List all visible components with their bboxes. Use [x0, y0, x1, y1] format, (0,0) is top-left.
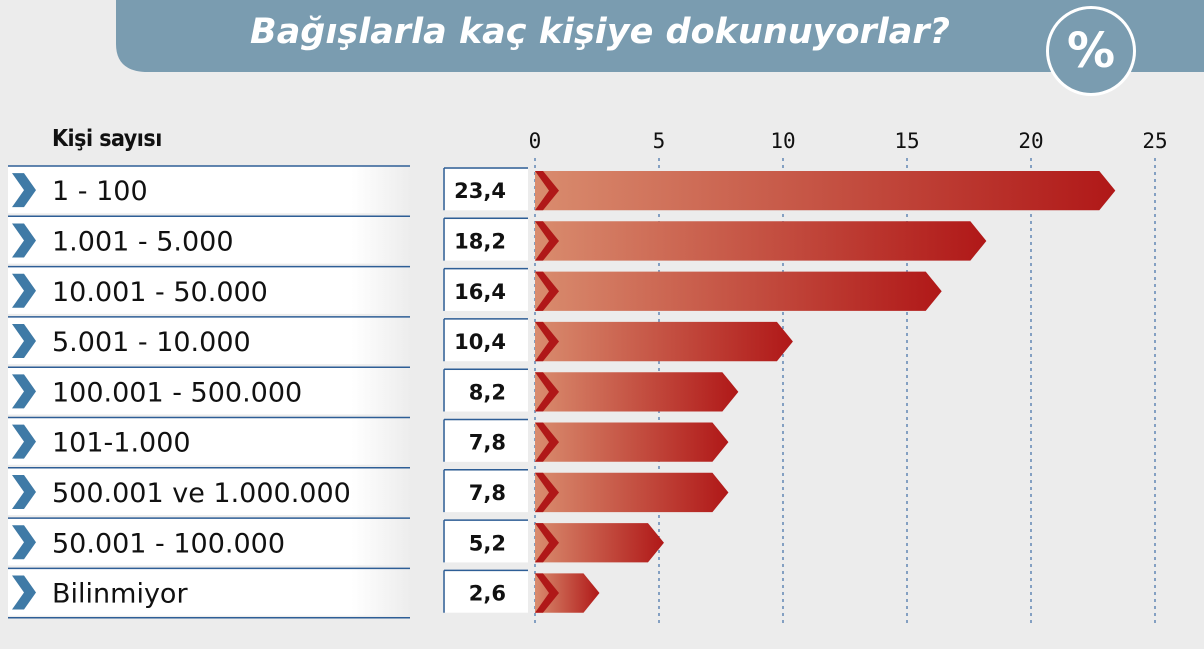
x-tick-label: 15: [894, 129, 919, 153]
bar-start-arrow-icon: [535, 372, 559, 412]
bar: [535, 573, 600, 613]
value-box: [443, 318, 528, 362]
value-box: [443, 519, 528, 563]
value-label: 5,2: [469, 531, 506, 555]
value-box: [443, 267, 528, 311]
category-label: 50.001 - 100.000: [52, 528, 285, 559]
chevron-right-icon: [12, 173, 36, 208]
value-box: [443, 368, 528, 412]
category-label: 101-1.000: [52, 428, 191, 459]
value-box-fill: [445, 219, 528, 261]
value-label: 2,6: [469, 582, 506, 606]
category-header: Kişi sayısı: [52, 126, 162, 152]
category-row: [8, 266, 412, 314]
value-box-fill: [445, 521, 528, 563]
value-label: 7,8: [469, 481, 506, 505]
bar-start-arrow-icon: [535, 523, 559, 563]
value-label: 18,2: [454, 229, 506, 253]
value-box-fill: [445, 470, 528, 513]
category-row: [8, 367, 412, 415]
category-row: [8, 316, 412, 365]
bar: [535, 221, 987, 261]
x-tick-label: 5: [653, 129, 666, 153]
category-row: [8, 568, 412, 616]
chevron-right-icon: [12, 424, 36, 459]
value-box-fill: [445, 169, 528, 211]
chart-title: Bağışlarla kaç kişiye dokunuyorlar?: [250, 12, 950, 52]
value-box-fill: [445, 319, 528, 362]
x-tick-label: 25: [1142, 129, 1167, 153]
bar: [535, 422, 729, 462]
x-tick-label: 10: [770, 129, 795, 153]
value-label: 16,4: [454, 280, 506, 304]
category-label: 5.001 - 10.000: [52, 327, 251, 358]
value-box: [443, 167, 528, 211]
chevron-right-icon: [12, 474, 36, 509]
value-box-fill: [445, 571, 528, 613]
value-box-fill: [445, 370, 528, 412]
category-row: [8, 518, 412, 566]
header-bar: [0, 0, 1204, 72]
category-row: [8, 216, 412, 264]
bar-start-arrow-icon: [535, 271, 559, 311]
bar-start-arrow-icon: [535, 321, 559, 362]
value-box-fill: [445, 420, 528, 462]
value-label: 8,2: [469, 380, 506, 404]
bar: [535, 271, 942, 311]
chevron-right-icon: [12, 273, 36, 308]
value-box: [443, 217, 528, 261]
chevron-right-icon: [12, 374, 36, 409]
value-box-fill: [445, 269, 528, 311]
chevron-right-icon: [12, 525, 36, 560]
category-label: 1 - 100: [52, 176, 148, 207]
bar: [535, 523, 664, 563]
bar: [535, 171, 1116, 211]
value-label: 23,4: [454, 179, 506, 203]
bar-start-arrow-icon: [535, 171, 559, 211]
bar: [535, 321, 793, 362]
bar-start-arrow-icon: [535, 422, 559, 462]
category-label: 100.001 - 500.000: [52, 377, 302, 408]
category-row: [8, 467, 412, 516]
bar: [535, 372, 739, 412]
chevron-right-icon: [12, 223, 36, 258]
bar-start-arrow-icon: [535, 221, 559, 261]
x-tick-label: 20: [1018, 129, 1043, 153]
chevron-right-icon: [12, 324, 36, 359]
value-box: [443, 469, 528, 513]
category-label: 1.001 - 5.000: [52, 226, 234, 257]
category-label: 500.001 ve 1.000.000: [52, 478, 351, 509]
category-row: [8, 166, 412, 214]
value-label: 10,4: [454, 330, 506, 354]
category-label: Bilinmiyor: [52, 579, 188, 610]
category-label: 10.001 - 50.000: [52, 277, 268, 308]
value-box: [443, 418, 528, 462]
value-box: [443, 569, 528, 613]
bar-start-arrow-icon: [535, 573, 559, 613]
value-label: 7,8: [469, 431, 506, 455]
chevron-right-icon: [12, 575, 36, 610]
x-tick-label: 0: [529, 129, 542, 153]
bar-start-arrow-icon: [535, 472, 559, 513]
bar: [535, 472, 729, 513]
category-row: [8, 417, 412, 465]
percent-badge: %: [1046, 6, 1136, 96]
